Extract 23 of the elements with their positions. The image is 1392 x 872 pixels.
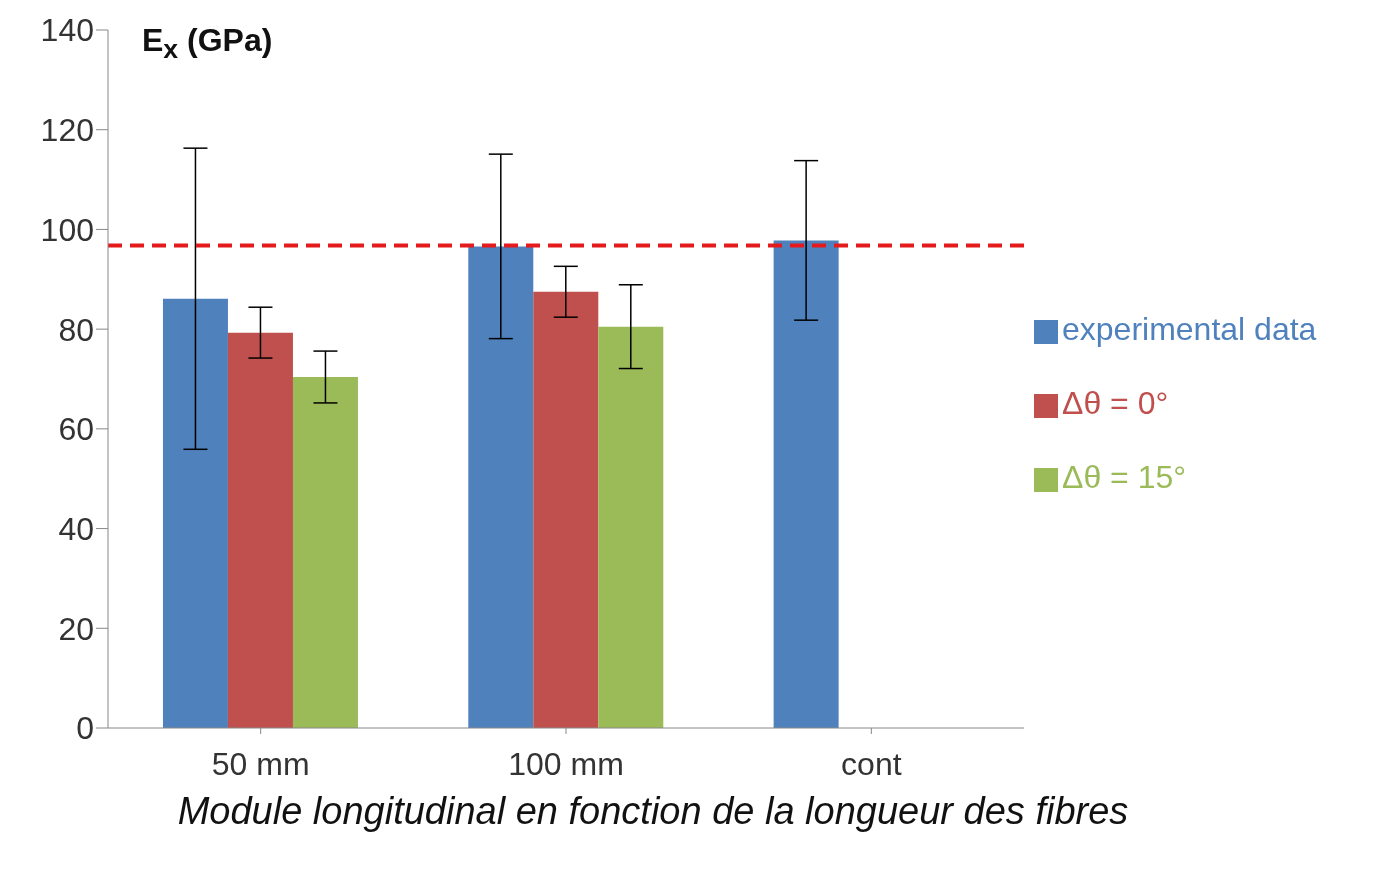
x-tick-label: 100 mm	[508, 745, 624, 782]
y-tick-label: 0	[76, 710, 94, 747]
text: Module longitudinal en fonction de la longueur des fibres	[176, 790, 1130, 833]
bar	[468, 246, 534, 728]
bar	[227, 332, 293, 728]
y-tick-label: 80	[58, 311, 94, 348]
y-tick-label: 60	[58, 411, 94, 448]
bar	[773, 240, 839, 728]
y-axis-title: E$_{x}$ (GPa)	[142, 22, 273, 66]
y-tick-label: 120	[40, 112, 94, 149]
bar	[533, 291, 599, 728]
y-tick-label: 100	[40, 211, 94, 248]
bar	[162, 298, 228, 728]
legend-label: Δθ = 0°	[1062, 385, 1169, 421]
x-tick-label: cont	[841, 745, 902, 782]
bar	[292, 377, 358, 728]
y-tick-label: 40	[58, 510, 94, 547]
bar	[598, 326, 664, 728]
legend-label: experimental data	[1062, 311, 1317, 347]
legend-label: Δθ = 15°	[1062, 459, 1187, 495]
x-tick-label: 50 mm	[211, 745, 310, 782]
y-tick-label: 20	[58, 610, 94, 647]
y-tick-label: 140	[40, 12, 94, 49]
